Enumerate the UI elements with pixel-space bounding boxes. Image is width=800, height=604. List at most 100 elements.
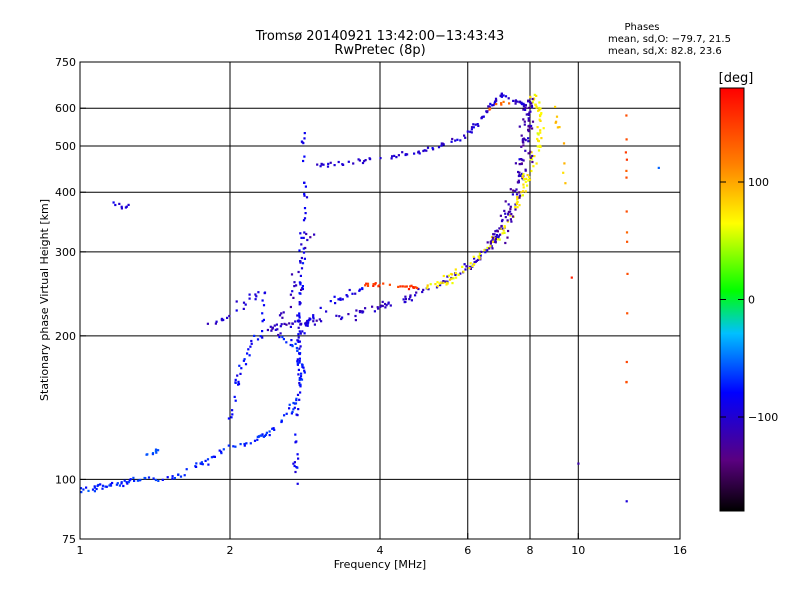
data-point bbox=[527, 119, 530, 122]
data-point bbox=[296, 466, 299, 469]
data-point bbox=[301, 330, 304, 333]
data-point bbox=[299, 345, 302, 348]
data-point bbox=[127, 481, 130, 484]
data-point bbox=[503, 209, 506, 212]
data-point bbox=[378, 284, 381, 287]
data-point bbox=[114, 203, 117, 207]
data-point bbox=[373, 310, 376, 313]
data-point bbox=[104, 485, 107, 488]
data-point bbox=[404, 295, 407, 298]
data-point bbox=[520, 101, 523, 104]
data-point bbox=[254, 298, 257, 301]
data-point bbox=[556, 126, 559, 129]
data-point bbox=[120, 207, 123, 210]
data-point bbox=[315, 319, 318, 322]
data-point bbox=[155, 451, 158, 454]
data-point bbox=[507, 229, 510, 233]
data-point bbox=[93, 485, 96, 488]
data-point bbox=[438, 282, 441, 285]
data-point bbox=[527, 140, 530, 143]
data-point bbox=[231, 413, 234, 416]
y-tick-label: 600 bbox=[55, 102, 76, 115]
data-point bbox=[296, 339, 299, 342]
data-point bbox=[265, 431, 268, 434]
data-point bbox=[562, 171, 565, 174]
data-point bbox=[372, 284, 375, 287]
data-point bbox=[120, 481, 123, 484]
data-point bbox=[519, 100, 522, 103]
x-axis-ticks: 1 2 4 6 8 10 16 bbox=[77, 533, 687, 557]
data-point bbox=[262, 318, 265, 321]
data-point bbox=[519, 191, 522, 194]
data-point bbox=[299, 375, 303, 378]
x-tick-label: 16 bbox=[673, 544, 687, 557]
data-point bbox=[360, 310, 363, 313]
data-point bbox=[527, 137, 530, 140]
data-point bbox=[296, 362, 299, 365]
data-point bbox=[296, 314, 299, 317]
data-point bbox=[531, 120, 535, 123]
data-point bbox=[298, 314, 301, 317]
data-point bbox=[243, 442, 246, 446]
data-point bbox=[521, 190, 525, 193]
data-point bbox=[320, 163, 324, 166]
data-point bbox=[530, 102, 533, 105]
data-point bbox=[454, 273, 457, 276]
data-point bbox=[299, 302, 302, 305]
data-point bbox=[525, 177, 528, 180]
data-point bbox=[111, 481, 114, 485]
data-point bbox=[300, 256, 303, 260]
data-point bbox=[361, 161, 365, 165]
data-point bbox=[445, 283, 448, 286]
data-point bbox=[354, 314, 357, 318]
data-point bbox=[307, 319, 310, 322]
data-point bbox=[390, 157, 393, 160]
data-point bbox=[220, 450, 223, 453]
data-point bbox=[531, 154, 534, 158]
data-point bbox=[293, 406, 296, 409]
data-point bbox=[338, 315, 341, 318]
data-point bbox=[503, 231, 506, 234]
data-point bbox=[470, 128, 473, 131]
data-point bbox=[493, 100, 497, 103]
chart-title: Tromsø 20140921 13:42:00−13:43:43 bbox=[255, 29, 505, 44]
data-point bbox=[381, 304, 384, 308]
y-axis-label: Stationary phase Virtual Height [km] bbox=[38, 199, 51, 401]
data-point bbox=[154, 478, 157, 482]
data-point bbox=[528, 175, 531, 179]
y-tick-label: 500 bbox=[55, 140, 76, 153]
data-point bbox=[472, 255, 475, 258]
data-point bbox=[123, 479, 126, 482]
data-point bbox=[624, 151, 627, 154]
data-point bbox=[476, 123, 479, 126]
data-point bbox=[524, 149, 527, 152]
data-point bbox=[450, 140, 453, 143]
data-point bbox=[522, 105, 525, 108]
data-point bbox=[404, 153, 407, 157]
data-point bbox=[511, 215, 515, 218]
data-point bbox=[515, 202, 518, 206]
data-point bbox=[151, 453, 154, 456]
data-point bbox=[273, 428, 276, 431]
data-point bbox=[555, 120, 558, 123]
data-point bbox=[527, 125, 530, 128]
data-point bbox=[514, 162, 517, 165]
data-point bbox=[418, 152, 421, 155]
data-point bbox=[448, 278, 452, 281]
x-tick-label: 10 bbox=[571, 544, 585, 557]
data-point bbox=[299, 274, 302, 277]
data-point bbox=[302, 159, 305, 163]
data-point bbox=[242, 301, 246, 304]
data-point bbox=[329, 300, 332, 303]
data-point bbox=[474, 123, 477, 126]
data-point bbox=[442, 274, 445, 278]
data-point bbox=[442, 281, 445, 284]
data-point bbox=[173, 477, 176, 480]
data-point bbox=[206, 322, 209, 325]
data-point bbox=[354, 319, 357, 322]
data-point bbox=[462, 270, 465, 273]
data-point bbox=[296, 363, 299, 366]
data-point bbox=[109, 483, 112, 486]
data-point bbox=[538, 106, 541, 110]
data-point bbox=[500, 224, 503, 228]
